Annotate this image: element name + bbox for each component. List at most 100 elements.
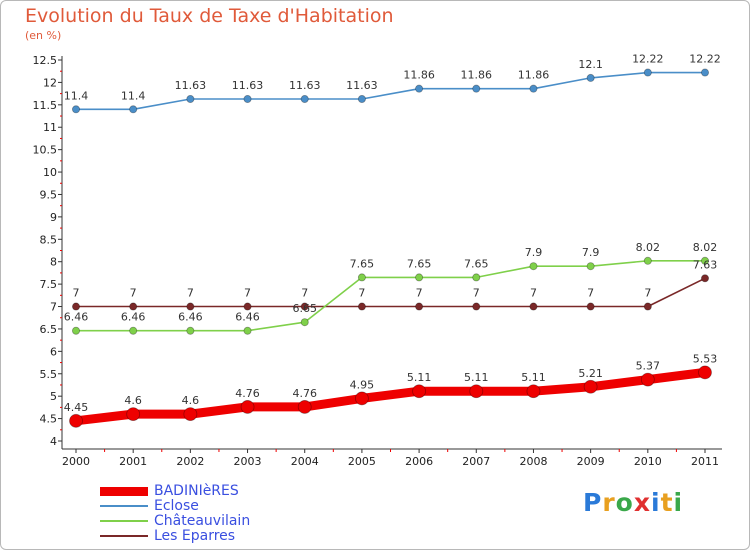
- legend-item: BADINIèRES: [100, 483, 400, 499]
- data-label: 4.45: [64, 401, 89, 414]
- data-point: [583, 379, 598, 394]
- data-label: 11.63: [232, 79, 264, 92]
- data-label: 7.9: [525, 246, 543, 259]
- legend-swatch: [100, 505, 148, 507]
- data-label: 6.46: [64, 311, 89, 324]
- data-point: [186, 94, 195, 103]
- data-point: [472, 273, 481, 282]
- data-point: [72, 105, 81, 114]
- data-label: 5.11: [407, 371, 432, 384]
- data-point: [72, 326, 81, 335]
- data-label: 7: [644, 287, 651, 300]
- legend-swatch: [100, 535, 148, 537]
- y-tick-label: 6.5: [40, 323, 58, 336]
- y-tick-label: 5: [50, 390, 57, 403]
- series-line: [75, 277, 706, 308]
- data-label: 7.65: [350, 257, 375, 270]
- data-label: 11.63: [175, 79, 207, 92]
- axes: 4 4.5 5 5.5 6 6.5 7 7.5 8 8.5 9 9.5 10 10.5 11 11.5 12 12…: [33, 54, 722, 468]
- legend-label: Eclose: [154, 498, 199, 514]
- data-label: 7: [530, 287, 537, 300]
- proxiti-logo: Proxiti: [583, 488, 683, 517]
- legend-swatch: [100, 486, 148, 496]
- legend-swatch: [100, 520, 148, 522]
- series-line: [75, 259, 706, 332]
- y-tick-label: 8: [50, 256, 57, 269]
- data-point: [586, 302, 595, 311]
- data-label: 11.86: [403, 69, 435, 82]
- data-label: 8.02: [693, 241, 718, 254]
- data-point: [300, 94, 309, 103]
- x-tick-label: 2002: [176, 455, 204, 468]
- data-point: [529, 84, 538, 93]
- data-point: [129, 105, 138, 114]
- data-point: [529, 262, 538, 271]
- data-label: 4.76: [292, 387, 317, 400]
- data-label: 7: [73, 287, 80, 300]
- logo-letter: i: [651, 488, 661, 517]
- data-point: [472, 302, 481, 311]
- data-label: 12.22: [632, 53, 664, 66]
- data-point: [186, 302, 195, 311]
- data-point: [129, 326, 138, 335]
- legend-label: Les Eparres: [154, 528, 236, 544]
- data-point: [586, 262, 595, 271]
- y-tick-label: 7.5: [40, 278, 58, 291]
- data-label: 5.53: [693, 352, 718, 365]
- data-label: 5.37: [636, 360, 661, 373]
- logo-letter: o: [615, 488, 634, 517]
- data-label: 6.46: [235, 311, 260, 324]
- data-label: 11.86: [461, 69, 493, 82]
- data-point: [357, 273, 366, 282]
- data-label: 6.46: [178, 311, 203, 324]
- data-point: [357, 302, 366, 311]
- line-chart: 4 4.5 5 5.5 6 6.5 7 7.5 8 8.5 9 9.5 10 10.5 11 11.5 12 12…: [33, 53, 722, 468]
- y-tick-label: 9.5: [40, 188, 58, 201]
- data-point: [357, 94, 366, 103]
- data-label: 5.11: [464, 371, 489, 384]
- logo-letter: P: [583, 488, 603, 517]
- data-label: 4.76: [235, 387, 260, 400]
- data-point: [243, 94, 252, 103]
- y-tick-label: 12.5: [33, 54, 58, 67]
- series-3: [72, 256, 710, 335]
- data-label: 7.9: [582, 246, 600, 259]
- legend-item: Les Eparres: [100, 528, 400, 544]
- y-tick-label: 4: [50, 435, 57, 448]
- data-label: 12.1: [578, 58, 603, 71]
- series-2: [72, 68, 710, 114]
- data-label: 7.65: [464, 257, 489, 270]
- legend-item: Eclose: [100, 498, 400, 514]
- y-tick-label: 9: [50, 211, 57, 224]
- y-tick-label: 12: [43, 76, 57, 89]
- y-tick-label: 11: [43, 121, 57, 134]
- data-label: 12.22: [689, 53, 721, 66]
- chart-subtitle: (en %): [25, 29, 62, 42]
- data-point: [355, 391, 369, 406]
- data-point: [469, 384, 484, 399]
- logo-letter: t: [660, 488, 674, 517]
- legend-label: Châteauvilain: [154, 513, 251, 529]
- logo-letter: i: [673, 488, 684, 517]
- data-label: 4.6: [182, 394, 200, 407]
- data-label: 7: [473, 287, 480, 300]
- data-point: [126, 407, 141, 422]
- y-tick-label: 4.5: [40, 413, 58, 426]
- data-point: [240, 400, 255, 414]
- y-tick-label: 6: [50, 345, 57, 358]
- data-point: [701, 256, 710, 265]
- x-tick-label: 2006: [405, 455, 433, 468]
- x-tick-label: 2004: [291, 455, 319, 468]
- y-tick-label: 10.5: [33, 144, 58, 157]
- data-point: [415, 302, 424, 311]
- data-point: [415, 273, 424, 282]
- series-layer: [69, 68, 712, 428]
- x-tick-label: 2001: [119, 455, 147, 468]
- data-label: 11.63: [289, 79, 321, 92]
- data-point: [72, 302, 81, 311]
- series-1: [69, 365, 712, 428]
- data-point: [243, 326, 252, 335]
- data-label: 6.46: [121, 311, 146, 324]
- data-point: [529, 302, 538, 311]
- x-tick-label: 2011: [691, 455, 719, 468]
